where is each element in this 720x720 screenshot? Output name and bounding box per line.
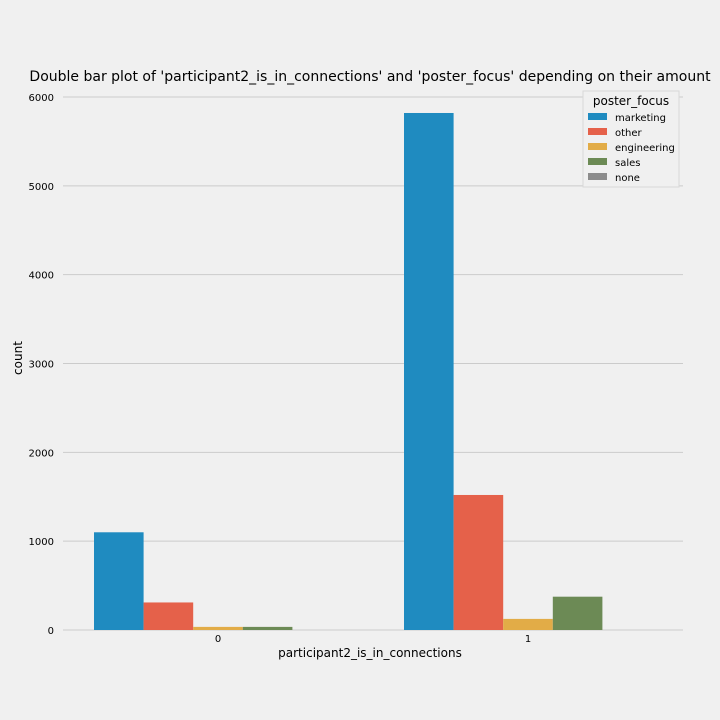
- x-axis-label: participant2_is_in_connections: [278, 646, 462, 660]
- x-tick-label: 1: [525, 634, 531, 645]
- y-tick-label: 3000: [29, 360, 54, 371]
- y-tick-label: 0: [48, 626, 54, 637]
- legend-label-none: none: [615, 173, 640, 184]
- y-tick-label: 6000: [29, 93, 54, 104]
- legend-swatch-engineering: [588, 143, 607, 150]
- legend-swatch-marketing: [588, 113, 607, 120]
- legend-label-sales: sales: [615, 158, 640, 169]
- bar-engineering-1: [503, 618, 553, 630]
- legend-swatch-none: [588, 173, 607, 180]
- legend-label-marketing: marketing: [615, 113, 666, 124]
- legend-swatch-sales: [588, 158, 607, 165]
- legend-label-engineering: engineering: [615, 143, 675, 154]
- bar-sales-1: [552, 596, 603, 630]
- y-tick-label: 4000: [29, 271, 54, 282]
- x-tick-label: 0: [215, 634, 221, 645]
- y-tick-label: 2000: [29, 448, 54, 459]
- legend-title: poster_focus: [593, 94, 669, 108]
- y-axis-label: count: [11, 341, 25, 375]
- y-axis-ticks: 0 1000 2000 3000 4000 5000 6000: [29, 93, 54, 637]
- bar-other-0: [143, 602, 194, 630]
- legend-label-other: other: [615, 128, 643, 139]
- chart-title: Double bar plot of 'participant2_is_in_c…: [29, 69, 711, 85]
- bars: [94, 112, 603, 631]
- y-tick-label: 5000: [29, 182, 54, 193]
- legend-swatch-other: [588, 128, 607, 135]
- legend-items: marketing other engineering sales none: [588, 113, 675, 184]
- y-tick-label: 1000: [29, 537, 54, 548]
- bar-sales-0: [242, 626, 293, 630]
- bar-marketing-1: [404, 112, 454, 631]
- legend-box: [582, 90, 680, 188]
- bar-engineering-0: [193, 626, 243, 630]
- legend: poster_focus marketing other engineering sa…: [582, 90, 680, 188]
- bar-other-1: [453, 494, 504, 630]
- bar-marketing-0: [94, 532, 144, 630]
